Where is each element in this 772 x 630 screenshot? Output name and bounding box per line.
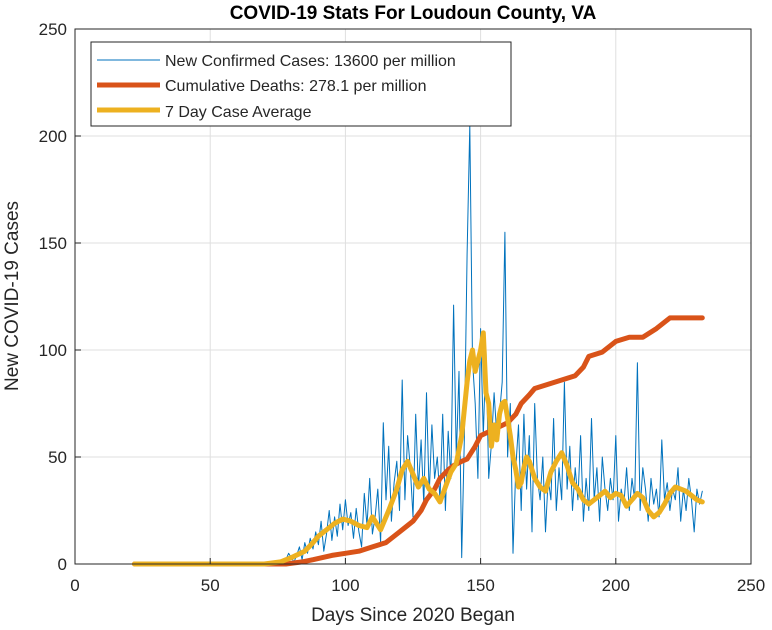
series-cumulative-deaths-line: [132, 315, 705, 567]
y-tick-label: 150: [39, 234, 67, 253]
x-tick-label: 150: [466, 576, 494, 595]
series-7-day-average-line: [132, 330, 705, 567]
x-tick-label: 200: [602, 576, 630, 595]
y-tick-label: 100: [39, 341, 67, 360]
x-tick-label: 100: [331, 576, 359, 595]
x-tick-label: 250: [737, 576, 765, 595]
legend-entry-deaths: Cumulative Deaths: 278.1 per million: [165, 78, 426, 95]
y-tick-label: 200: [39, 127, 67, 146]
legend-entry-new-cases: New Confirmed Cases: 13600 per million: [165, 53, 456, 70]
y-axis-label: New COVID-19 Cases: [2, 201, 23, 391]
series-layer: [132, 124, 705, 567]
y-tick-label: 250: [39, 20, 67, 39]
legend-box: [90, 41, 512, 127]
x-axis-label: Days Since 2020 Began: [311, 605, 515, 626]
x-tick-label: 50: [201, 576, 220, 595]
x-tick-label: 0: [70, 576, 79, 595]
legend: New Confirmed Cases: 13600 per million C…: [90, 41, 512, 127]
y-tick-label: 50: [48, 448, 67, 467]
axis-ticks: 0 50 100 150 200 250 0 50 100 150 200 250: [39, 20, 766, 595]
legend-entry-average: 7 Day Case Average: [165, 104, 312, 121]
y-tick-label: 0: [58, 555, 67, 574]
plot-frame: [74, 28, 752, 565]
chart-title: COVID-19 Stats For Loudoun County, VA: [230, 3, 597, 24]
